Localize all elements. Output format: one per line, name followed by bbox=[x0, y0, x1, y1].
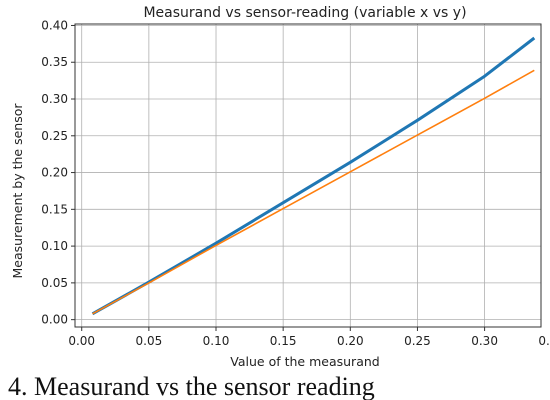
y-tick-label: 0.20 bbox=[41, 166, 68, 180]
y-ticks: 0.00 0.05 0.10 0.15 0.20 0.25 0.30 0.35 0.40 bbox=[41, 18, 75, 327]
plot-frame bbox=[74, 23, 542, 328]
y-tick-label: 0.15 bbox=[41, 202, 68, 216]
chart-title: Measurand vs sensor-reading (variable x … bbox=[143, 5, 466, 21]
series-lines bbox=[91, 36, 536, 316]
series-1-line bbox=[91, 36, 536, 316]
y-tick-label: 0.00 bbox=[41, 313, 68, 327]
x-axis-label: Value of the measurand bbox=[230, 354, 379, 369]
chart: Measurand vs sensor-reading (variable x … bbox=[10, 5, 550, 369]
y-tick-label: 0.30 bbox=[41, 92, 68, 106]
x-tick-label: 0.30 bbox=[471, 334, 498, 348]
x-tick-label: 0.00 bbox=[68, 334, 95, 348]
grid bbox=[75, 24, 541, 327]
y-tick-label: 0.40 bbox=[41, 18, 68, 32]
x-tick-label: 0.05 bbox=[136, 334, 163, 348]
x-tick-label: 0.10 bbox=[203, 334, 230, 348]
y-tick-label: 0.05 bbox=[41, 276, 68, 290]
y-tick-label: 0.25 bbox=[41, 129, 68, 143]
figure-caption: 4. Measurand vs the sensor reading bbox=[8, 374, 375, 400]
x-tick-label: 0.15 bbox=[270, 334, 297, 348]
x-tick-label: 0.20 bbox=[337, 334, 364, 348]
y-tick-label: 0.35 bbox=[41, 55, 68, 69]
y-tick-label: 0.10 bbox=[41, 239, 68, 253]
x-tick-label: 0.35 bbox=[538, 334, 550, 348]
x-tick-label: 0.25 bbox=[404, 334, 431, 348]
series-2-line bbox=[92, 69, 535, 315]
x-ticks: 0.00 0.05 0.10 0.15 0.20 0.25 0.30 0.35 bbox=[68, 327, 550, 348]
y-axis-label: Measurement by the sensor bbox=[10, 103, 25, 279]
